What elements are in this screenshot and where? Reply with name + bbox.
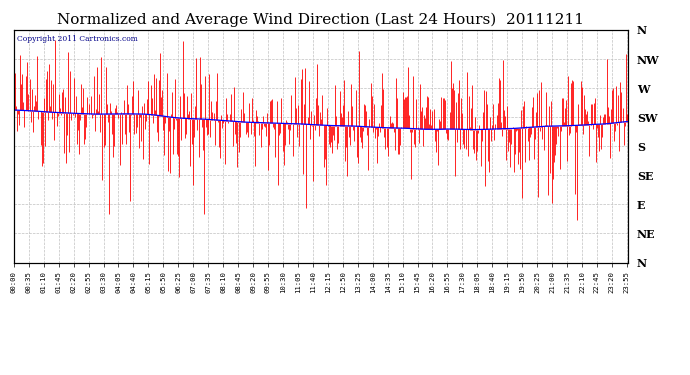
Text: Copyright 2011 Cartronics.com: Copyright 2011 Cartronics.com <box>17 34 138 43</box>
Title: Normalized and Average Wind Direction (Last 24 Hours)  20111211: Normalized and Average Wind Direction (L… <box>57 13 584 27</box>
